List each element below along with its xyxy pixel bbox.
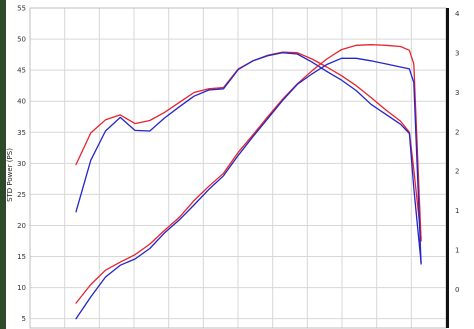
y-tick-label-8: 45	[17, 67, 26, 75]
y-tick-label-5: 30	[17, 160, 26, 168]
y-tick-label-10: 55	[17, 5, 26, 13]
series-group	[75, 44, 422, 320]
y-tick-label-1: 10	[17, 284, 26, 292]
y-tick-label-2: 15	[17, 253, 26, 261]
right-axis-ticks: 0 1 1 2 2 3 3 4	[455, 10, 460, 294]
y-tick-label-9: 50	[17, 36, 26, 44]
right-axis-bar	[446, 8, 449, 328]
y-tick-label-4: 25	[17, 191, 26, 199]
series-line-power-1	[75, 52, 422, 264]
right-tick-label-4: 2	[455, 128, 459, 136]
right-tick-label-7: 4	[455, 10, 460, 18]
right-tick-label-0: 0	[455, 286, 459, 294]
series-line-torque-2	[75, 44, 422, 304]
y-tick-label-7: 40	[17, 98, 26, 106]
series-line-torque-3	[75, 57, 422, 320]
right-tick-label-3: 2	[455, 168, 459, 176]
y-tick-label-0: 5	[22, 315, 26, 323]
right-tick-label-5: 3	[455, 89, 459, 97]
y-axis-ticks: 5 10 15 20 25 30 35 40 45 50 55	[17, 5, 26, 324]
y-axis-label: STD Power (PS)	[6, 148, 14, 202]
y-tick-label-3: 20	[17, 222, 26, 230]
left-strip	[0, 0, 6, 329]
right-tick-label-2: 1	[455, 207, 459, 215]
right-tick-label-1: 1	[455, 247, 459, 255]
y-tick-label-6: 35	[17, 129, 26, 137]
right-tick-label-6: 3	[455, 49, 459, 57]
